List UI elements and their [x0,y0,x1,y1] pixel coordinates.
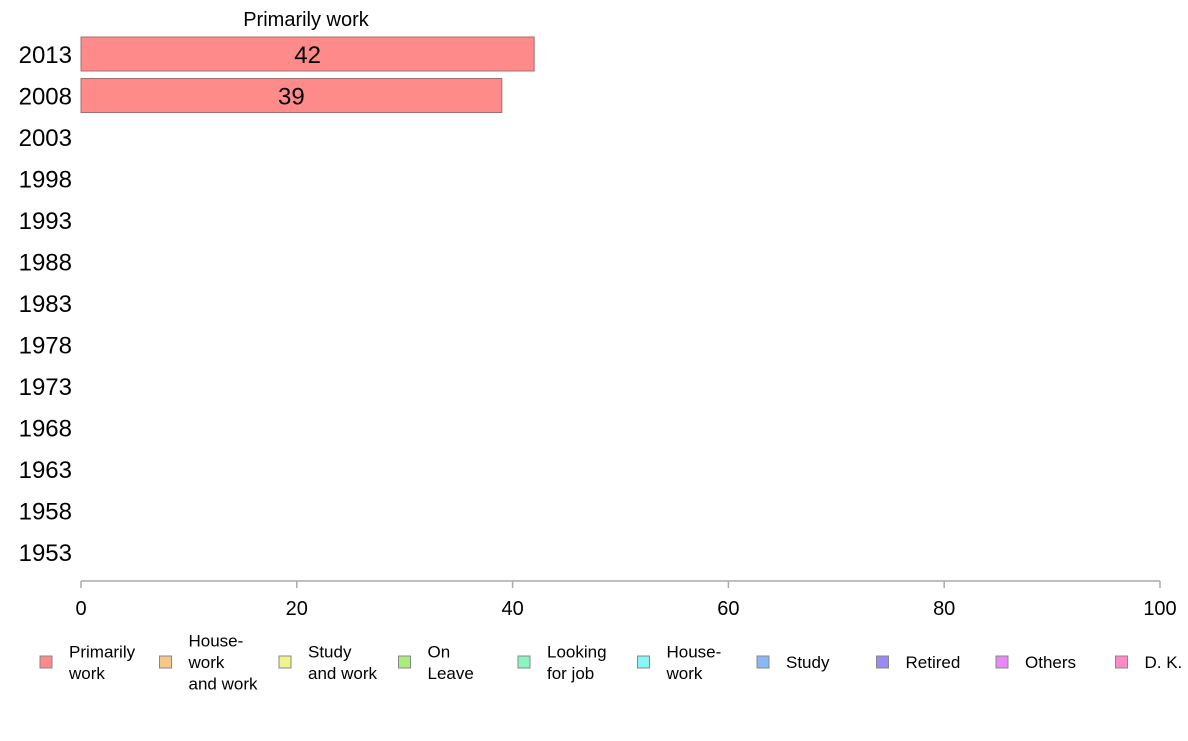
legend-label: D. K. [1145,653,1183,672]
legend-label: Primarily work [68,642,136,683]
legend-label: Others [1025,653,1076,672]
category-label-1953: 1953 [19,540,72,567]
chart-title: Primarily work [243,9,370,31]
legend-swatch [159,655,172,669]
legend-swatch [1115,655,1128,669]
legend-item-5: House-work [637,642,722,683]
bars-layer: 42 39 [80,36,535,113]
legend-label: On Leave [428,642,474,683]
category-label-1968: 1968 [19,416,72,443]
bar-2013 [80,36,535,72]
legend-label: House-work and work [188,632,258,694]
category-label-1983: 1983 [19,291,72,318]
legend-item-7: Retired [876,653,961,672]
legend-swatch [39,655,53,669]
legend-item-3: On Leave [398,642,474,683]
legend-item-9: D. K. [1115,653,1183,672]
legend: Primarily work House-work and work Study and … [39,632,1183,694]
legend-item-2: Study and work [278,642,377,683]
category-label-1978: 1978 [19,333,72,360]
legend-label: Retired [906,653,961,672]
legend-swatch [398,655,411,669]
legend-swatch [278,655,292,669]
category-label-1963: 1963 [19,457,72,484]
x-tick-label-60: 60 [717,598,739,620]
data-label-2013: 42 [294,42,321,69]
legend-item-6: Study [756,653,830,672]
legend-item-4: Looking for job [517,642,607,683]
legend-swatch [876,655,889,669]
legend-label: House-work [666,642,722,683]
x-tick-label-0: 0 [75,598,86,620]
category-label-1973: 1973 [19,374,72,401]
x-tick-label-80: 80 [933,598,955,620]
x-tick-label-20: 20 [286,598,308,620]
legend-swatch [995,655,1009,669]
legend-item-1: House-work and work [159,632,258,694]
legend-swatch [637,655,650,669]
category-label-2013: 2013 [19,42,72,69]
x-axis: 0 20 40 60 80 100 [75,580,1177,620]
bar-2008 [80,78,503,113]
legend-swatch [756,655,770,669]
category-label-1993: 1993 [19,208,72,235]
category-label-2003: 2003 [19,125,72,152]
data-label-2008: 39 [278,84,305,111]
x-tick-label-100: 100 [1143,598,1176,620]
x-tick-label-40: 40 [501,598,523,620]
category-label-1998: 1998 [19,167,72,194]
legend-label: Study [786,653,830,672]
legend-item-0: Primarily work [39,642,136,683]
legend-swatch [517,655,531,669]
category-labels: 2013 2008 2003 1998 1993 1988 1983 1978 1973 1968… [19,42,72,567]
category-label-2008: 2008 [19,84,72,111]
legend-label: Looking for job [547,642,607,683]
legend-item-8: Others [995,653,1076,672]
category-label-1958: 1958 [19,499,72,526]
category-label-1988: 1988 [19,250,72,277]
legend-label: Study and work [308,642,377,683]
